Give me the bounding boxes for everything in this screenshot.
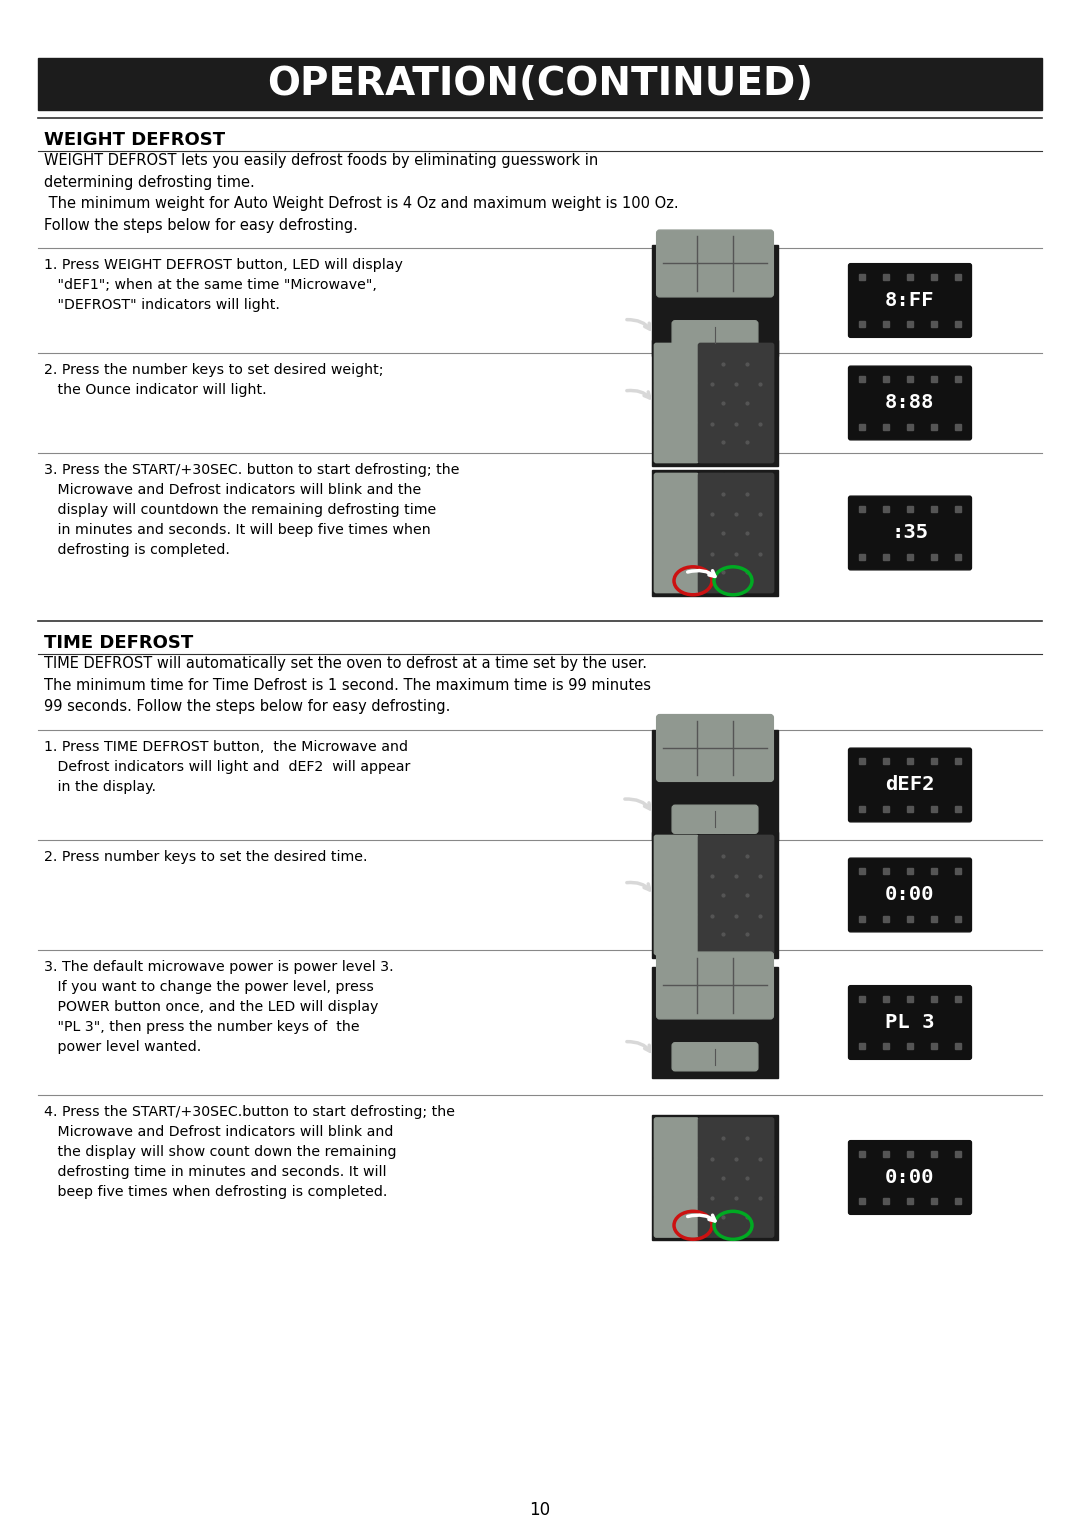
- FancyBboxPatch shape: [657, 952, 773, 1019]
- FancyBboxPatch shape: [747, 343, 773, 385]
- FancyBboxPatch shape: [723, 512, 750, 553]
- FancyBboxPatch shape: [652, 967, 778, 1078]
- FancyBboxPatch shape: [699, 1157, 725, 1199]
- Text: 4. Press the START/+30SEC.button to start defrosting; the
   Microwave and Defro: 4. Press the START/+30SEC.button to star…: [44, 1105, 455, 1199]
- FancyBboxPatch shape: [723, 874, 750, 915]
- FancyBboxPatch shape: [672, 805, 758, 834]
- Text: dEF2: dEF2: [886, 776, 935, 794]
- Text: 8:FF: 8:FF: [886, 291, 935, 310]
- FancyBboxPatch shape: [657, 230, 773, 297]
- FancyBboxPatch shape: [723, 835, 750, 877]
- FancyBboxPatch shape: [723, 474, 750, 515]
- Text: 0:00: 0:00: [886, 1168, 935, 1187]
- Text: WEIGHT DEFROST: WEIGHT DEFROST: [44, 130, 225, 149]
- FancyBboxPatch shape: [747, 1157, 773, 1199]
- FancyBboxPatch shape: [654, 422, 699, 463]
- FancyBboxPatch shape: [849, 748, 971, 822]
- FancyBboxPatch shape: [723, 382, 750, 423]
- FancyBboxPatch shape: [652, 471, 778, 596]
- FancyBboxPatch shape: [699, 914, 725, 955]
- FancyBboxPatch shape: [849, 1141, 971, 1214]
- FancyBboxPatch shape: [652, 245, 778, 356]
- FancyBboxPatch shape: [654, 874, 699, 915]
- FancyBboxPatch shape: [747, 1196, 773, 1237]
- FancyBboxPatch shape: [672, 320, 758, 350]
- FancyBboxPatch shape: [747, 474, 773, 515]
- FancyBboxPatch shape: [723, 1118, 750, 1159]
- FancyBboxPatch shape: [699, 343, 725, 385]
- FancyBboxPatch shape: [699, 552, 725, 593]
- FancyBboxPatch shape: [652, 832, 778, 958]
- FancyBboxPatch shape: [849, 986, 971, 1059]
- FancyBboxPatch shape: [747, 1118, 773, 1159]
- FancyBboxPatch shape: [657, 714, 773, 782]
- FancyBboxPatch shape: [849, 264, 971, 337]
- FancyBboxPatch shape: [699, 835, 725, 877]
- FancyBboxPatch shape: [747, 422, 773, 463]
- FancyBboxPatch shape: [654, 1118, 699, 1159]
- Text: PL 3: PL 3: [886, 1013, 935, 1032]
- FancyBboxPatch shape: [699, 474, 725, 515]
- FancyBboxPatch shape: [723, 1196, 750, 1237]
- FancyBboxPatch shape: [723, 914, 750, 955]
- Text: 1. Press TIME DEFROST button,  the Microwave and
   Defrost indicators will ligh: 1. Press TIME DEFROST button, the Microw…: [44, 740, 410, 794]
- FancyBboxPatch shape: [654, 914, 699, 955]
- FancyBboxPatch shape: [654, 835, 699, 877]
- Bar: [38, 58, 1042, 110]
- FancyBboxPatch shape: [654, 382, 699, 423]
- FancyBboxPatch shape: [699, 1118, 725, 1159]
- Text: 1. Press WEIGHT DEFROST button, LED will display
   "dEF1"; when at the same tim: 1. Press WEIGHT DEFROST button, LED will…: [44, 258, 403, 313]
- FancyBboxPatch shape: [747, 914, 773, 955]
- FancyBboxPatch shape: [699, 512, 725, 553]
- FancyBboxPatch shape: [654, 1157, 699, 1199]
- Text: 2. Press number keys to set the desired time.: 2. Press number keys to set the desired …: [44, 849, 367, 865]
- FancyBboxPatch shape: [652, 1114, 778, 1240]
- FancyBboxPatch shape: [672, 1042, 758, 1072]
- Text: TIME DEFROST will automatically set the oven to defrost at a time set by the use: TIME DEFROST will automatically set the …: [44, 656, 651, 714]
- FancyBboxPatch shape: [699, 1196, 725, 1237]
- FancyBboxPatch shape: [654, 474, 699, 515]
- FancyBboxPatch shape: [747, 552, 773, 593]
- Text: :35: :35: [891, 523, 929, 543]
- FancyBboxPatch shape: [747, 382, 773, 423]
- Text: OPERATION(CONTINUED): OPERATION(CONTINUED): [267, 64, 813, 103]
- FancyBboxPatch shape: [849, 366, 971, 440]
- FancyBboxPatch shape: [723, 552, 750, 593]
- FancyBboxPatch shape: [699, 874, 725, 915]
- FancyBboxPatch shape: [723, 422, 750, 463]
- FancyBboxPatch shape: [699, 382, 725, 423]
- FancyBboxPatch shape: [652, 730, 778, 840]
- FancyBboxPatch shape: [652, 340, 778, 466]
- FancyBboxPatch shape: [654, 1196, 699, 1237]
- FancyBboxPatch shape: [849, 858, 971, 932]
- Text: WEIGHT DEFROST lets you easily defrost foods by eliminating guesswork in
determi: WEIGHT DEFROST lets you easily defrost f…: [44, 153, 678, 233]
- FancyBboxPatch shape: [849, 497, 971, 570]
- Text: 2. Press the number keys to set desired weight;
   the Ounce indicator will ligh: 2. Press the number keys to set desired …: [44, 363, 383, 397]
- FancyBboxPatch shape: [747, 512, 773, 553]
- FancyBboxPatch shape: [699, 422, 725, 463]
- Text: 8:88: 8:88: [886, 394, 935, 412]
- Text: 10: 10: [529, 1501, 551, 1519]
- FancyBboxPatch shape: [654, 512, 699, 553]
- Text: 3. The default microwave power is power level 3.
   If you want to change the po: 3. The default microwave power is power …: [44, 960, 393, 1055]
- Text: TIME DEFROST: TIME DEFROST: [44, 635, 193, 652]
- FancyBboxPatch shape: [654, 552, 699, 593]
- Text: 0:00: 0:00: [886, 886, 935, 904]
- FancyBboxPatch shape: [654, 343, 699, 385]
- FancyBboxPatch shape: [723, 343, 750, 385]
- FancyBboxPatch shape: [747, 835, 773, 877]
- FancyBboxPatch shape: [747, 874, 773, 915]
- FancyBboxPatch shape: [723, 1157, 750, 1199]
- Text: 3. Press the START/+30SEC. button to start defrosting; the
   Microwave and Defr: 3. Press the START/+30SEC. button to sta…: [44, 463, 459, 556]
